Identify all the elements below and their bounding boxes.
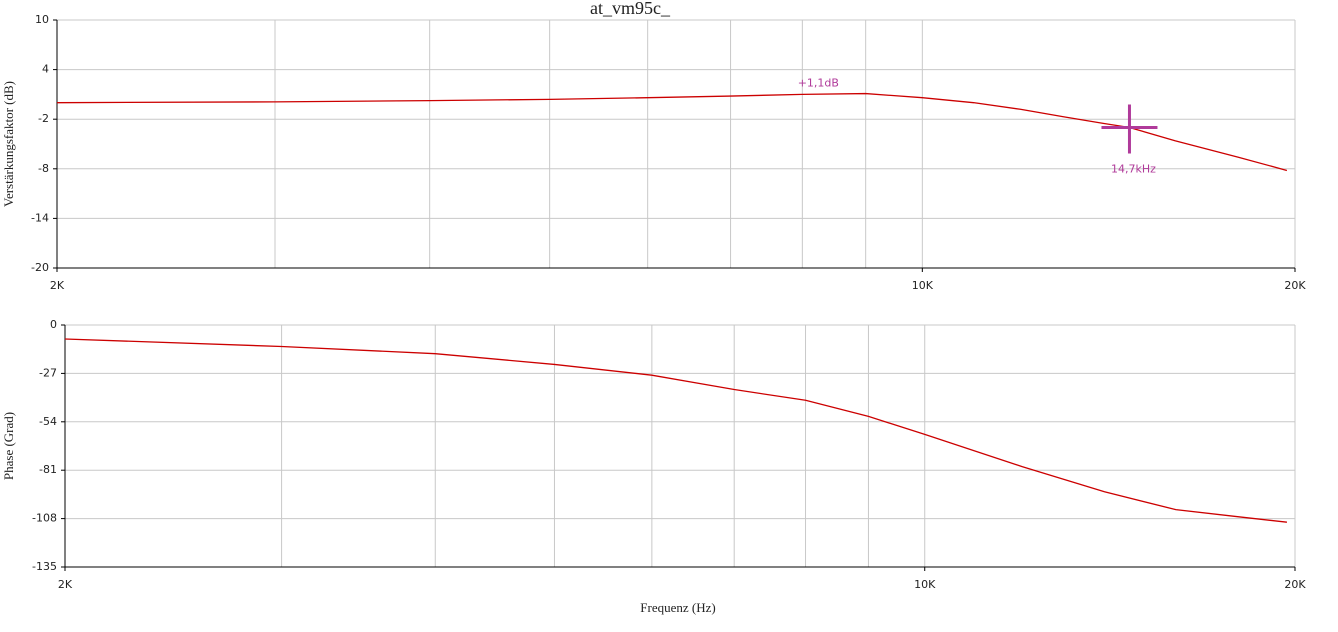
x-tick-label: 10K <box>912 279 934 292</box>
x-axis-label: Frequenz (Hz) <box>640 600 715 615</box>
y-tick-label: -27 <box>39 366 57 379</box>
y-tick-label: 0 <box>50 318 57 331</box>
annotation: +1,1dB <box>798 77 839 90</box>
y-axis-label: Verstärkungsfaktor (dB) <box>1 81 16 207</box>
y-tick-label: 10 <box>35 13 49 26</box>
y-tick-label: 4 <box>42 63 49 76</box>
y-tick-label: -135 <box>32 560 57 573</box>
y-tick-label: -14 <box>31 211 49 224</box>
x-tick-label: 2K <box>58 578 73 591</box>
cursor-marker <box>1101 104 1158 154</box>
x-tick-label: 10K <box>914 578 936 591</box>
y-tick-label: -54 <box>39 415 57 428</box>
chart-title: at_vm95c_ <box>590 0 671 18</box>
data-line <box>56 92 1288 172</box>
x-tick-label: 20K <box>1284 578 1306 591</box>
y-tick-label: -108 <box>32 512 57 525</box>
y-tick-label: -20 <box>31 261 49 274</box>
x-tick-label: 2K <box>50 279 65 292</box>
y-tick-label: -2 <box>38 112 49 125</box>
y-tick-label: -81 <box>39 463 57 476</box>
data-line <box>64 338 1288 523</box>
annotation: 14,7kHz <box>1111 162 1156 175</box>
y-axis-label: Phase (Grad) <box>1 412 16 480</box>
y-tick-label: -8 <box>38 162 49 175</box>
x-tick-label: 20K <box>1284 279 1306 292</box>
